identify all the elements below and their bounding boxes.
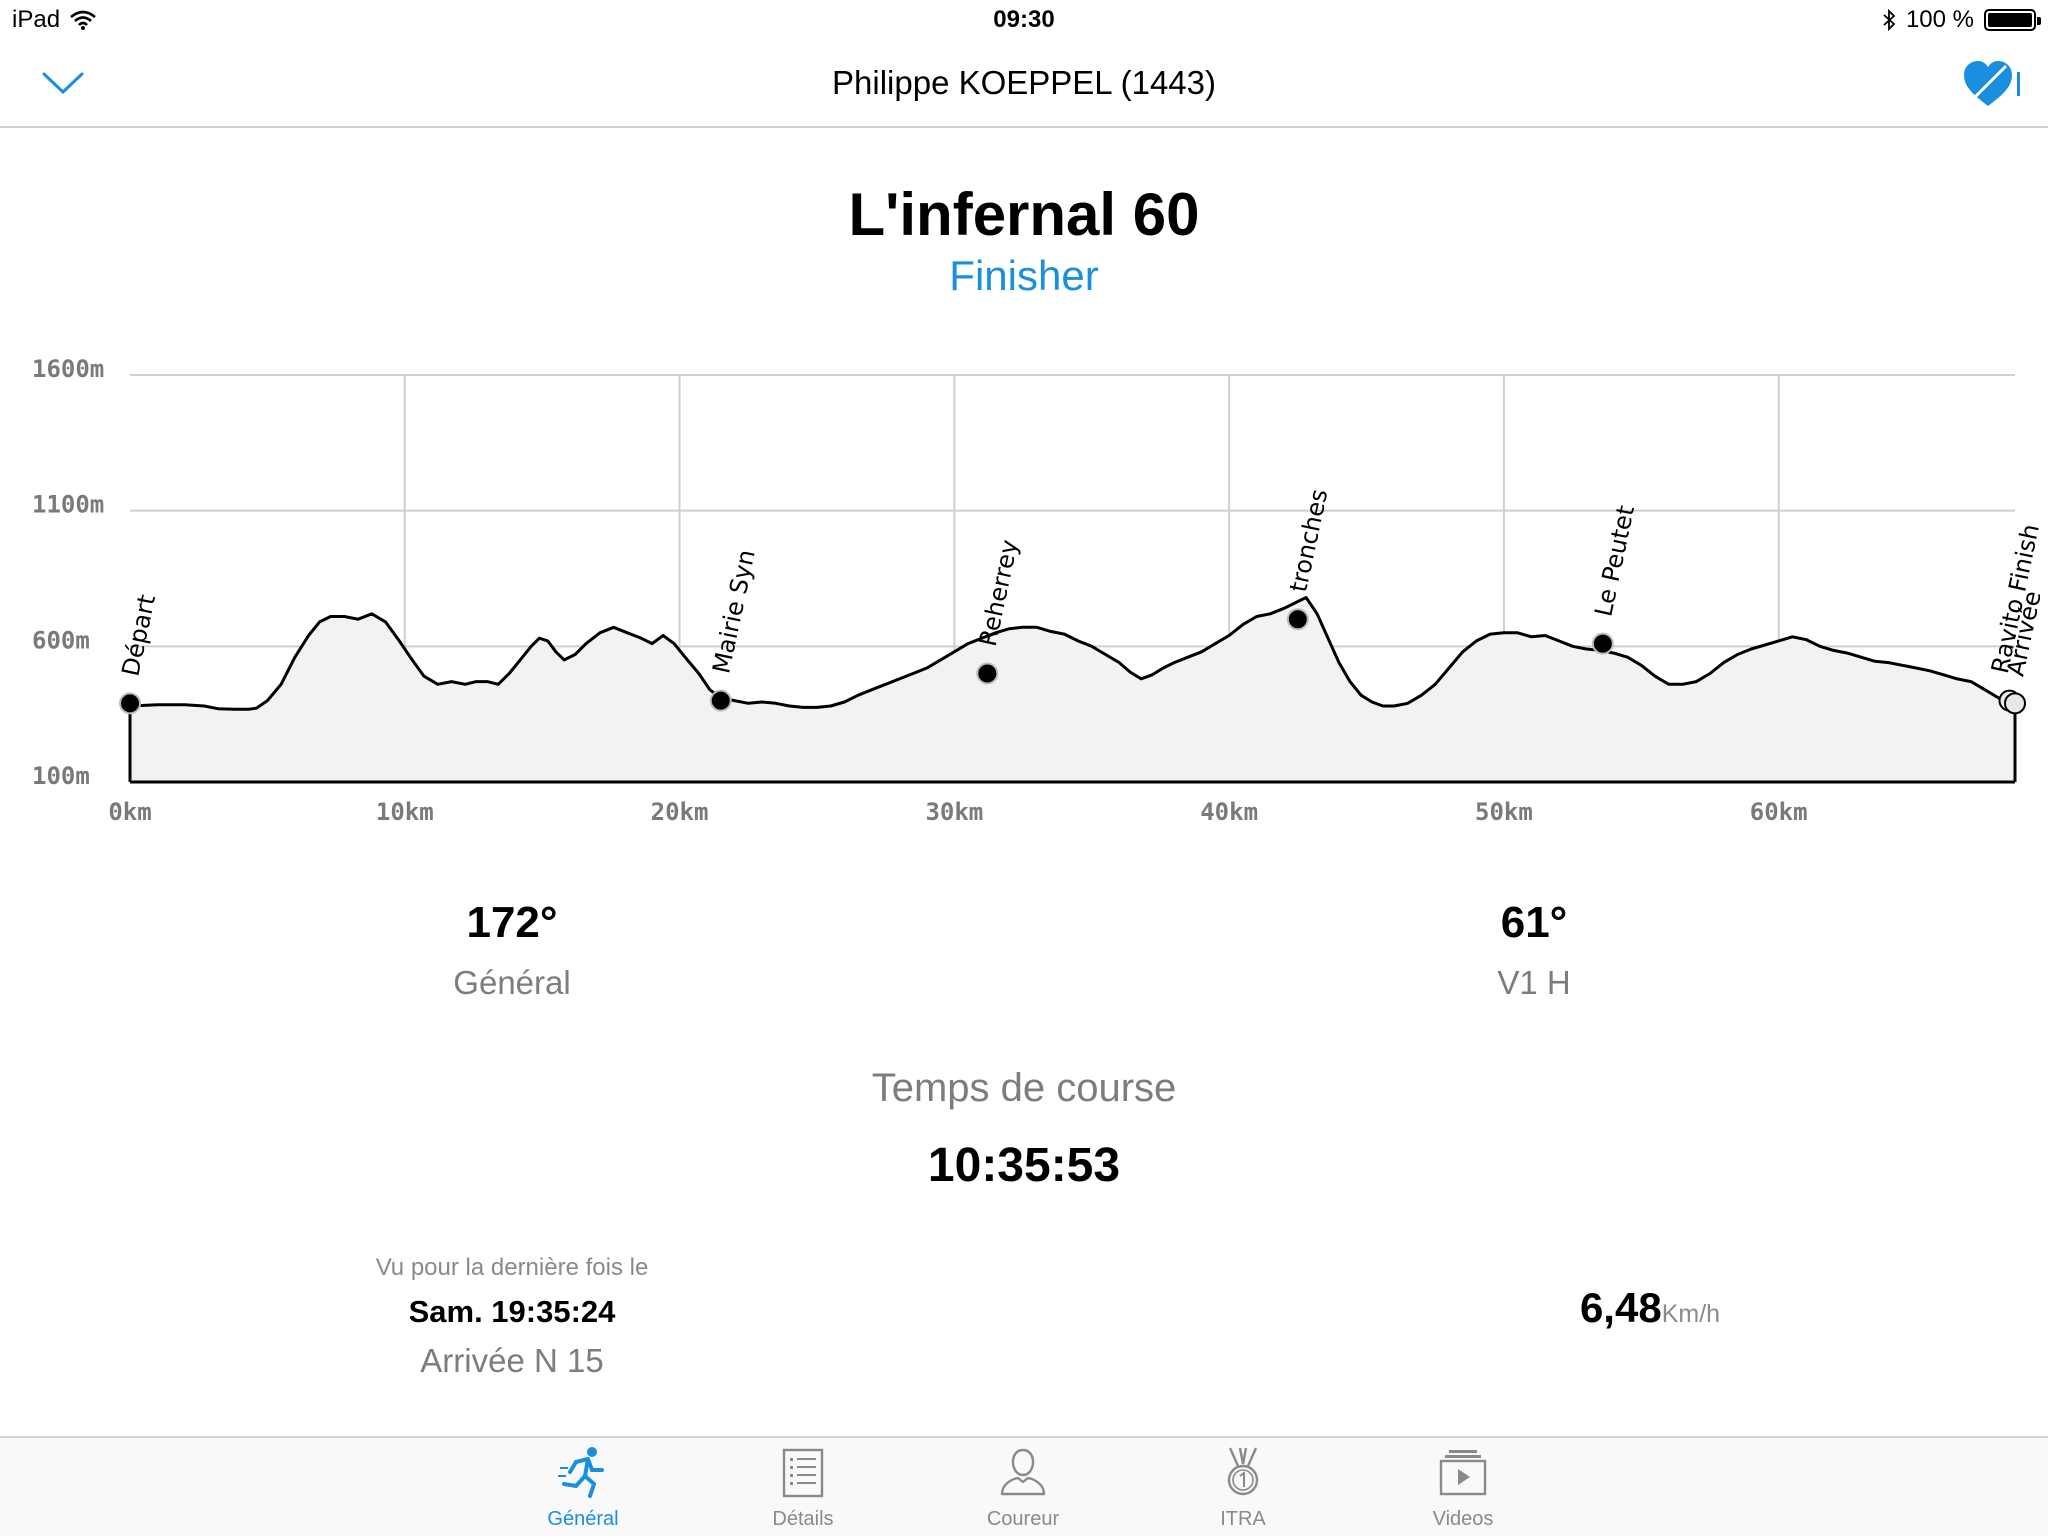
status-time: 09:30 <box>993 6 1055 33</box>
tab-label: ITRA <box>1220 1508 1266 1530</box>
status-right: 100 % <box>1882 6 2041 34</box>
waypoint-label: Le Peutet <box>1589 503 1640 619</box>
status-left: iPad <box>12 6 96 34</box>
last-seen-block: Vu pour la dernière fois le Sam. 19:35:2… <box>262 1254 762 1380</box>
tab-runner[interactable]: Coureur <box>953 1438 1093 1538</box>
waypoint-marker <box>1591 632 1614 655</box>
x-tick-label: 60km <box>1750 798 1808 826</box>
general-rank-block: 172° Général <box>262 898 762 1002</box>
x-tick-label: 10km <box>376 798 434 826</box>
tab-bar: Général Détails Coureur ITRA <box>0 1436 2048 1536</box>
race-time-label: Temps de course <box>871 1066 1177 1110</box>
tab-label: Videos <box>1432 1508 1494 1530</box>
x-tick-label: 20km <box>651 798 709 826</box>
heart-icon[interactable] <box>1962 58 2022 110</box>
waypoint-marker <box>119 692 141 715</box>
tab-general[interactable]: Général <box>513 1438 653 1538</box>
category-rank-label: V1 H <box>1497 964 1571 1001</box>
tab-label: Général <box>547 1508 619 1530</box>
average-speed: 6,48Km/h <box>1400 1284 1900 1332</box>
bluetooth-icon <box>1883 9 1896 31</box>
wifi-icon <box>70 10 96 30</box>
y-tick-label: 100m <box>32 762 90 790</box>
y-tick-label: 1600m <box>32 355 104 383</box>
profile-line <box>129 596 2016 711</box>
device-name: iPad <box>12 6 61 33</box>
waypoint-label: tronches <box>1284 487 1333 595</box>
race-status: Finisher <box>949 252 1099 299</box>
tab-label: Coureur <box>986 1508 1060 1530</box>
waypoint-marker <box>709 689 732 712</box>
nav-bar: Philippe KOEPPEL (1443) <box>0 40 2048 128</box>
list-icon <box>782 1448 824 1498</box>
x-tick-label: 50km <box>1475 798 1533 826</box>
person-icon <box>1000 1448 1046 1496</box>
battery-percent: 100 % <box>1905 6 1974 33</box>
waypoint-marker <box>976 662 999 685</box>
y-tick-label: 1100m <box>32 491 104 519</box>
speed-value: 6,48 <box>1579 1284 1662 1331</box>
waypoint-marker <box>2004 692 2026 715</box>
waypoint-marker <box>1286 608 1309 631</box>
x-tick-label: 0km <box>108 798 151 826</box>
tab-videos[interactable]: Videos <box>1393 1438 1533 1538</box>
race-time-value: 10:35:53 <box>927 1139 1121 1192</box>
x-tick-label: 40km <box>1200 798 1258 826</box>
runner-icon <box>558 1447 604 1498</box>
speed-unit: Km/h <box>1661 1300 1721 1328</box>
last-checkpoint: Arrivée N 15 <box>420 1342 604 1379</box>
battery-icon <box>1984 9 2041 31</box>
category-rank-value: 61° <box>1500 898 1568 947</box>
waypoint-label: Départ <box>116 592 161 678</box>
general-rank-label: Général <box>453 964 571 1001</box>
x-tick-label: 30km <box>925 798 983 826</box>
last-seen-time: Sam. 19:35:24 <box>408 1294 616 1329</box>
general-rank-value: 172° <box>466 898 558 947</box>
medal-icon <box>1227 1447 1259 1496</box>
status-bar: iPad 09:30 100 % <box>0 0 2048 40</box>
last-seen-caption: Vu pour la dernière fois le <box>375 1254 649 1281</box>
waypoint-label: Mairie Syn <box>707 547 761 676</box>
runner-name-title: Philippe KOEPPEL (1443) <box>832 64 1216 101</box>
race-title: L'infernal 60 <box>848 181 1200 248</box>
category-rank-block: 61° V1 H <box>1284 898 1784 1002</box>
tab-label: Détails <box>772 1508 834 1530</box>
elevation-profile-chart: 0km 10km 20km 30km 40km 50km 60km 1600m 1100m 600… <box>32 355 2040 826</box>
video-icon <box>1439 1450 1487 1496</box>
chevron-down-icon[interactable] <box>40 66 86 100</box>
profile-area <box>130 597 2015 782</box>
tab-details[interactable]: Détails <box>733 1438 873 1538</box>
y-tick-label: 600m <box>32 626 90 654</box>
tab-itra[interactable]: ITRA <box>1173 1438 1313 1538</box>
